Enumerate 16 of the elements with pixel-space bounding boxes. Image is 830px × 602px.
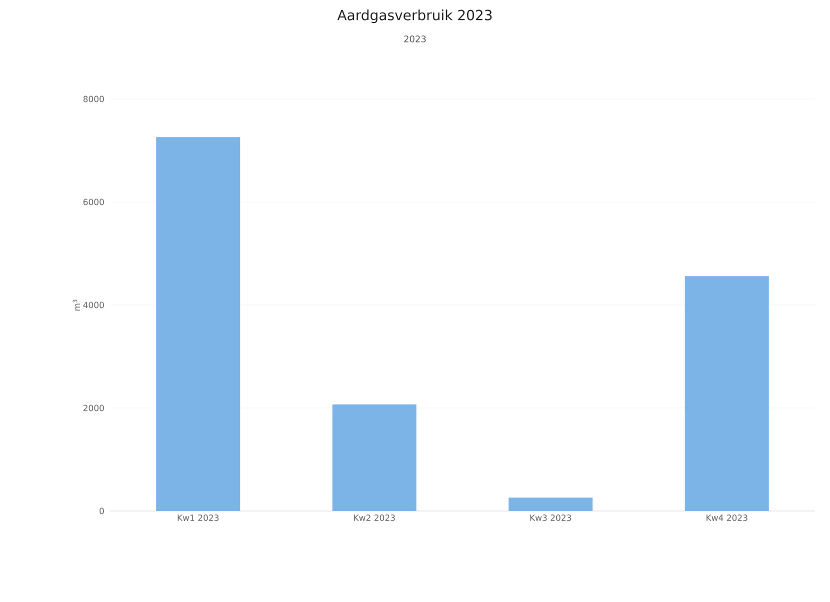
- x-tick-label: Kw1 2023: [178, 514, 219, 521]
- x-tick-label: Kw2 2023: [354, 514, 395, 521]
- bar: [156, 137, 240, 511]
- bar: [508, 498, 593, 511]
- y-axis-title: m$^{3}$: [72, 300, 80, 311]
- x-tick-label: Kw3 2023: [530, 514, 572, 521]
- y-tick-label: 2000: [83, 404, 104, 412]
- x-tick-label: Kw4 2023: [706, 514, 748, 521]
- bar: [684, 276, 769, 511]
- y-tick-label: 4000: [83, 302, 104, 308]
- y-tick-label: 0: [100, 508, 104, 514]
- y-tick-label: 8000: [83, 96, 104, 102]
- y-tick-label: 6000: [83, 198, 104, 206]
- chart-subtitle: 2023: [404, 36, 426, 42]
- chart-title: Aardgasverbruik 2023: [337, 10, 492, 24]
- bar: [332, 404, 416, 511]
